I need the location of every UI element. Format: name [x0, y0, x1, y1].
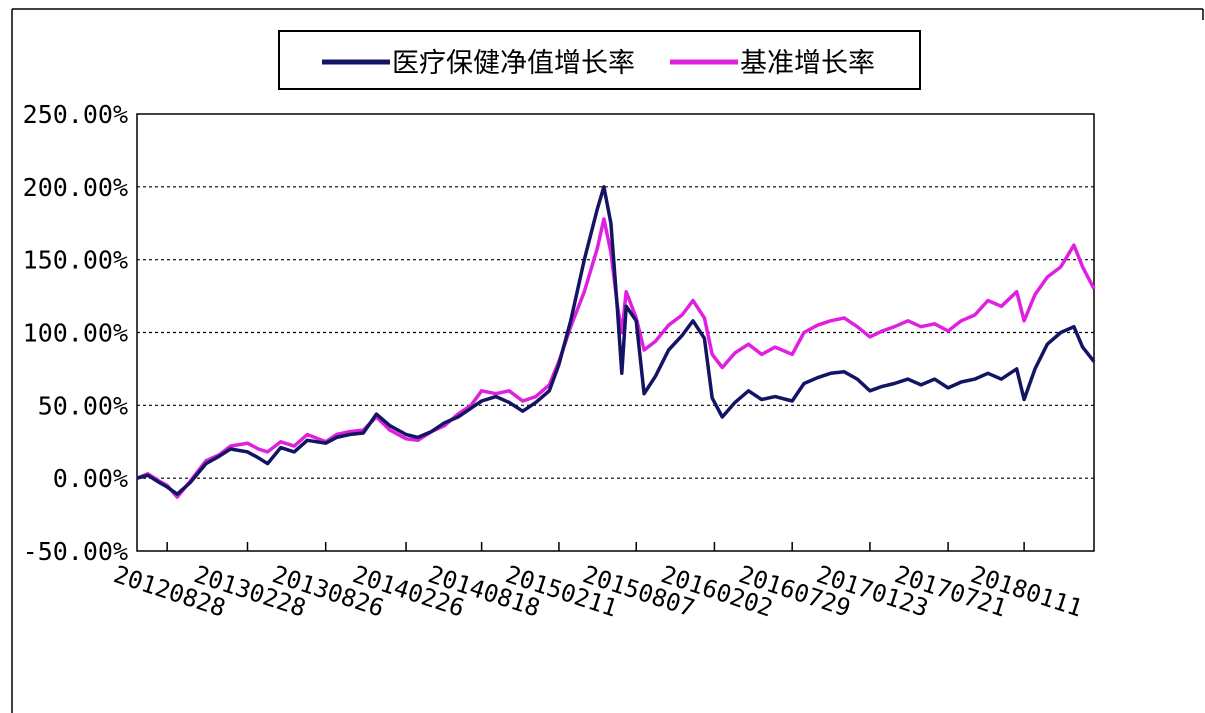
y-tick-label: 250.00%: [23, 100, 128, 129]
legend-label-nav: 医疗保健净值增长率: [392, 48, 635, 79]
series-line-nav: [136, 185, 1096, 496]
legend: 医疗保健净值增长率 基准增长率: [278, 30, 921, 90]
series-lines: [136, 185, 1096, 499]
y-tick-label: 150.00%: [23, 246, 128, 275]
x-axis-ticks: 2012082820130228201308262014022620140818…: [110, 542, 1086, 623]
y-tick-label: 50.00%: [38, 391, 128, 420]
y-tick-label: 100.00%: [23, 319, 128, 348]
y-tick-label: -50.00%: [23, 537, 128, 566]
plot-area: [136, 113, 1095, 552]
y-axis-ticks: -50.00% 0.00% 50.00% 100.00% 150.00% 200.00% 2…: [23, 100, 128, 566]
y-tick-label: 200.00%: [23, 173, 128, 202]
legend-label-benchmark: 基准增长率: [740, 48, 875, 79]
y-tick-label: 0.00%: [53, 464, 128, 493]
